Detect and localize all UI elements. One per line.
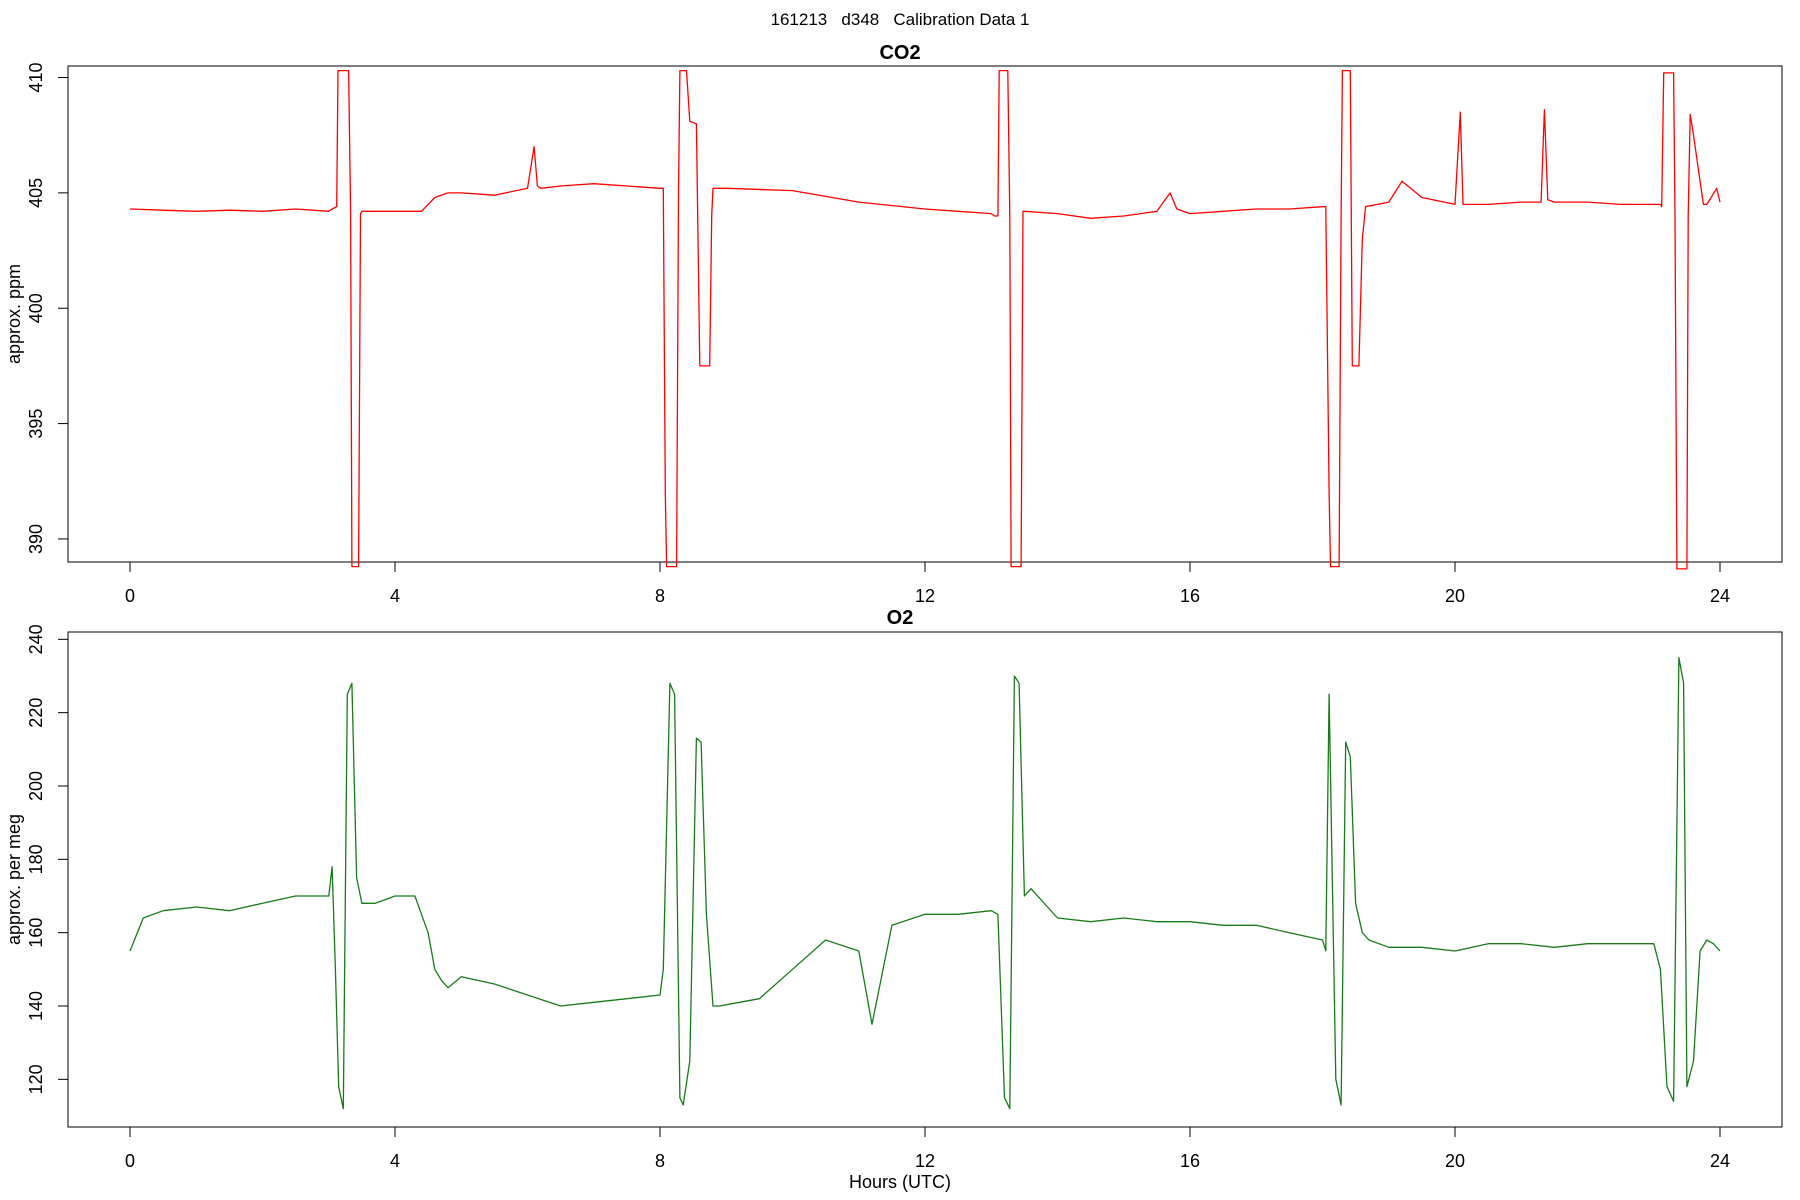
co2-x-tick-label: 4 — [390, 586, 400, 606]
x-axis-label: Hours (UTC) — [849, 1172, 951, 1192]
o2-x-tick-label: 24 — [1710, 1151, 1730, 1171]
o2-y-tick-label: 180 — [26, 844, 46, 874]
co2-x-tick-label: 24 — [1710, 586, 1730, 606]
co2-x-tick-label: 16 — [1180, 586, 1200, 606]
co2-plot-frame — [67, 65, 1783, 563]
co2-x-tick-label: 0 — [125, 586, 135, 606]
o2-y-tick-label: 220 — [26, 698, 46, 728]
o2-x-tick-label: 20 — [1445, 1151, 1465, 1171]
figure-title: 161213 d348 Calibration Data 1 — [770, 10, 1030, 29]
o2-y-tick-label: 140 — [26, 991, 46, 1021]
co2-y-axis-title: approx. ppm — [4, 264, 24, 364]
co2-panel-title: CO2 — [879, 42, 921, 64]
o2-x-tick-label: 8 — [655, 1151, 665, 1171]
co2-y-tick-label: 410 — [26, 63, 46, 93]
co2-x-tick-label: 20 — [1445, 586, 1465, 606]
o2-y-axis-title: approx. per meg — [4, 814, 24, 945]
co2-y-tick-label: 390 — [26, 524, 46, 554]
o2-y-tick-label: 200 — [26, 771, 46, 801]
co2-y-tick-label: 400 — [26, 293, 46, 323]
o2-plot-frame — [67, 631, 1783, 1128]
co2-y-tick-label: 405 — [26, 178, 46, 208]
o2-x-tick-label: 12 — [915, 1151, 935, 1171]
o2-y-tick-label: 160 — [26, 918, 46, 948]
o2-x-tick-label: 0 — [125, 1151, 135, 1171]
o2-y-tick-label: 240 — [26, 624, 46, 654]
co2-y-tick-label: 395 — [26, 409, 46, 439]
o2-series-line — [129, 657, 1721, 1110]
o2-panel-title: O2 — [886, 607, 914, 629]
co2-series-line — [129, 69, 1721, 570]
co2-x-tick-label: 8 — [655, 586, 665, 606]
co2-chart: 0 4 8 12 16 20 24 390 395 400 405 410 approx. ppm — [4, 63, 1783, 606]
o2-y-tick-label: 120 — [26, 1064, 46, 1094]
o2-chart: 0 4 8 12 16 20 24 120 140 160 180 200 220 240 approx. … — [4, 624, 1783, 1171]
o2-x-tick-label: 4 — [390, 1151, 400, 1171]
o2-x-tick-label: 16 — [1180, 1151, 1200, 1171]
co2-x-tick-label: 12 — [915, 586, 935, 606]
